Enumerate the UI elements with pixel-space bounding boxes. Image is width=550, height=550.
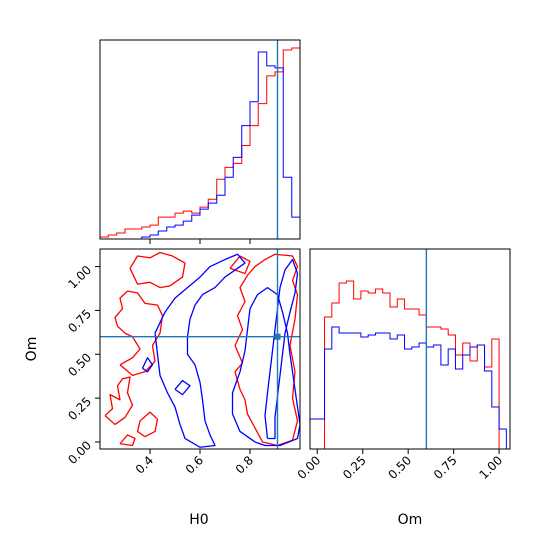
histogram-h0-panel <box>99 39 301 244</box>
om-red-histogram-line <box>310 280 507 450</box>
contour-y-tick-label-3: 0.75 <box>65 307 94 336</box>
contour-y-tick-label-1: 0.25 <box>65 394 94 423</box>
contour-y-ticks: 0.00 0.25 0.50 0.75 1.00 <box>65 263 100 467</box>
x-axis-label-om: Om <box>398 512 423 528</box>
contour-x-tick-label-2: 0.8 <box>233 453 256 476</box>
contour-blue-level-0 <box>154 253 246 448</box>
h0-blue-histogram-line <box>100 51 301 240</box>
contour-blue-level-3 <box>231 286 300 447</box>
contour-y-tick-label-2: 0.50 <box>65 350 94 379</box>
contour-frame <box>99 248 301 450</box>
contour-y-tick-label-4: 1.00 <box>65 263 94 292</box>
histogram-om-series <box>309 280 507 450</box>
contour-red-level-4 <box>119 434 136 447</box>
histogram-om-x-tick-label-2: 0.50 <box>386 453 415 482</box>
histogram-om-x-tick-label-3: 0.75 <box>431 453 460 482</box>
histogram-om-x-tick-label-1: 0.25 <box>340 453 369 482</box>
histogram-om-panel: 0.00 0.25 0.50 0.75 1.00 Om <box>295 248 511 528</box>
contour-x-tick-label-1: 0.6 <box>183 453 206 476</box>
contour-h0-om-panel: 0.4 0.6 0.8 0.00 0.25 0.50 0.75 1.00 H0 Om <box>24 248 301 528</box>
histogram-h0-ticks <box>149 239 251 244</box>
histogram-om-x-tick-label-0: 0.00 <box>295 453 324 482</box>
contour-blue-level-2 <box>141 357 154 373</box>
y-axis-label-om: Om <box>24 337 40 362</box>
h0-red-histogram-line <box>99 47 301 239</box>
contour-red-level-2 <box>129 251 186 289</box>
contour-blue-level-1 <box>174 379 191 396</box>
histogram-om-x-ticks: 0.00 0.25 0.50 0.75 1.00 <box>295 449 505 482</box>
contour-x-ticks: 0.4 0.6 0.8 <box>133 449 256 477</box>
contour-red-level-0 <box>104 376 134 426</box>
contour-blue-level-4 <box>264 258 299 440</box>
contour-y-tick-label-0: 0.00 <box>65 438 94 467</box>
contour-red-level-6 <box>229 255 251 275</box>
histogram-h0-frame <box>99 39 301 240</box>
histogram-om-x-tick-label-4: 1.00 <box>476 453 505 482</box>
contour-red-level-5 <box>234 253 299 447</box>
histogram-h0-series <box>99 47 301 240</box>
contour-series <box>104 251 300 448</box>
contour-red-level-3 <box>136 411 159 438</box>
contour-x-tick-label-0: 0.4 <box>133 453 156 476</box>
histogram-om-frame <box>309 248 511 450</box>
om-blue-histogram-line <box>309 326 507 449</box>
x-axis-label-h0: H0 <box>189 512 208 528</box>
truth-marker <box>274 333 281 340</box>
